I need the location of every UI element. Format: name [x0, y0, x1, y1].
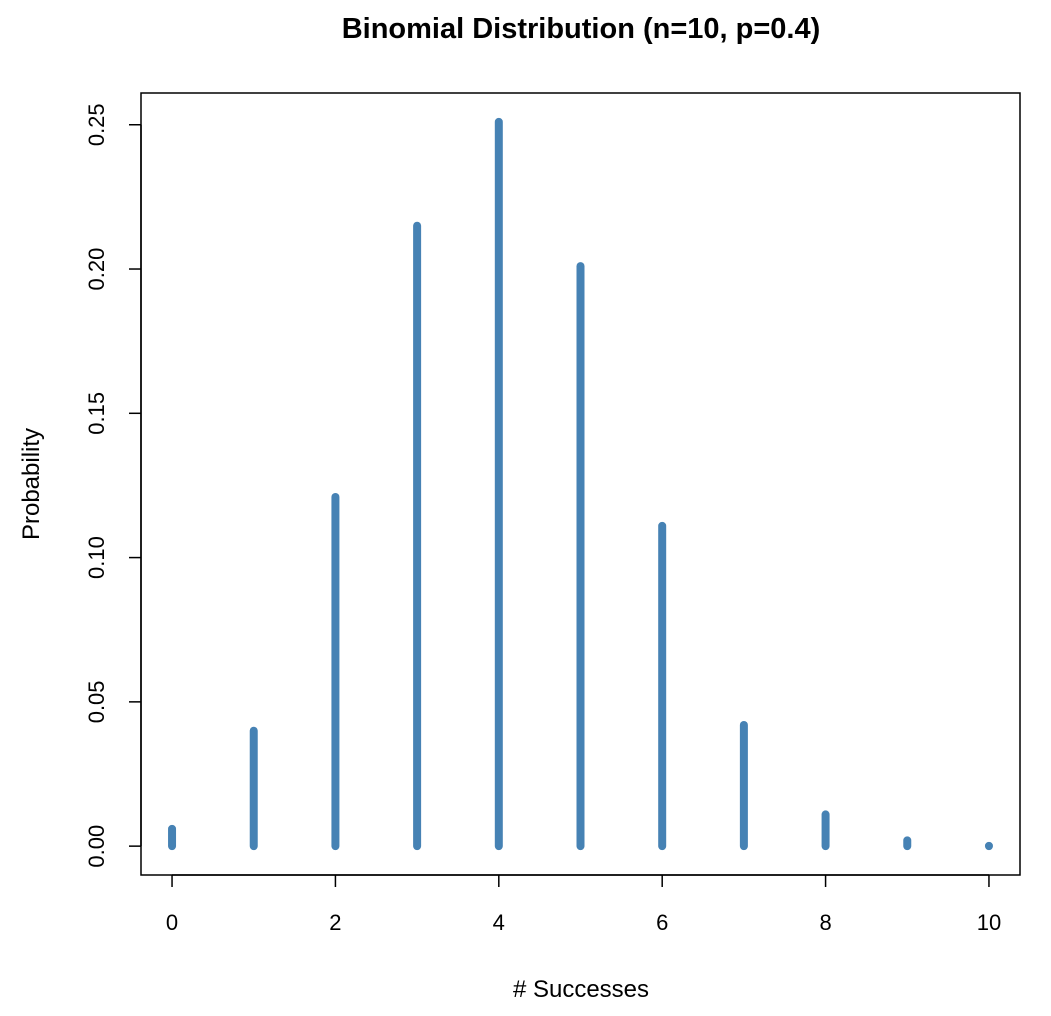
x-tick-label: 4 — [493, 910, 505, 935]
y-axis-label: Probability — [18, 428, 45, 540]
y-tick-label: 0.20 — [84, 248, 109, 291]
y-tick-label: 0.05 — [84, 680, 109, 723]
x-tick-label: 6 — [656, 910, 668, 935]
y-axis: 0.00 0.05 0.10 0.15 0.20 0.25 — [84, 103, 142, 868]
y-tick-label: 0.15 — [84, 392, 109, 435]
x-tick-label: 2 — [329, 910, 341, 935]
x-tick-label: 10 — [977, 910, 1001, 935]
x-axis: 0 2 4 6 8 10 — [166, 874, 1001, 935]
y-tick-label: 0.10 — [84, 536, 109, 579]
bar-series — [168, 117, 993, 851]
chart-title: Binomial Distribution (n=10, p=0.4) — [342, 13, 821, 45]
y-tick-label: 0.25 — [84, 103, 109, 146]
x-tick-label: 8 — [819, 910, 831, 935]
y-tick-label: 0.00 — [84, 825, 109, 868]
x-tick-label: 0 — [166, 910, 178, 935]
x-axis-label: # Successes — [513, 976, 649, 1003]
